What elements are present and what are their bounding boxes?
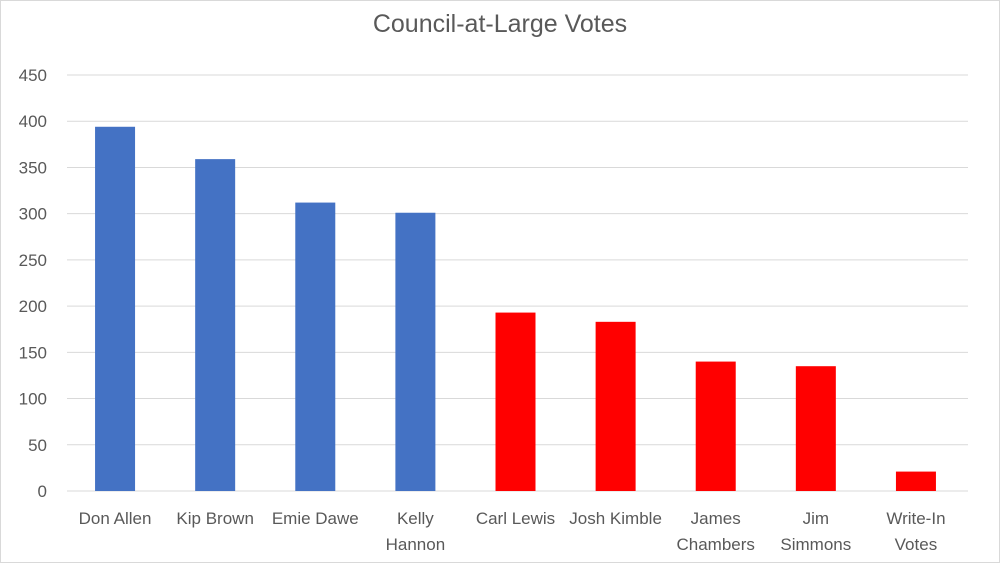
y-tick-label: 50 [28, 436, 47, 455]
bar [295, 202, 336, 491]
x-tick-label: Don Allen [79, 509, 152, 528]
bar [95, 126, 136, 491]
bar [595, 321, 636, 491]
y-tick-label: 400 [19, 112, 47, 131]
y-tick-label: 0 [38, 482, 47, 501]
y-tick-label: 150 [19, 343, 47, 362]
bar [495, 312, 536, 491]
x-tick-label: James [691, 509, 741, 528]
bar [795, 366, 836, 491]
y-tick-label: 200 [19, 297, 47, 316]
bar [195, 159, 236, 491]
x-tick-label: Kelly [397, 509, 434, 528]
y-tick-label: 450 [19, 66, 47, 85]
x-tick-label: Votes [895, 535, 938, 554]
bar [895, 471, 936, 491]
x-tick-label: Kip Brown [176, 509, 253, 528]
x-tick-label: Emie Dawe [272, 509, 359, 528]
x-tick-label: Hannon [386, 535, 446, 554]
x-tick-label: Carl Lewis [476, 509, 555, 528]
y-tick-label: 300 [19, 205, 47, 224]
chart-title: Council-at-Large Votes [372, 10, 628, 38]
y-tick-label: 250 [19, 251, 47, 270]
bar [395, 212, 436, 491]
x-tick-label: Chambers [677, 535, 755, 554]
x-tick-label: Jim [803, 509, 829, 528]
x-tick-label: Write-In [886, 509, 945, 528]
x-tick-label: Josh Kimble [569, 509, 662, 528]
y-tick-label: 350 [19, 158, 47, 177]
x-tick-label: Simmons [780, 535, 851, 554]
bar [695, 361, 736, 491]
y-tick-label: 100 [19, 390, 47, 409]
